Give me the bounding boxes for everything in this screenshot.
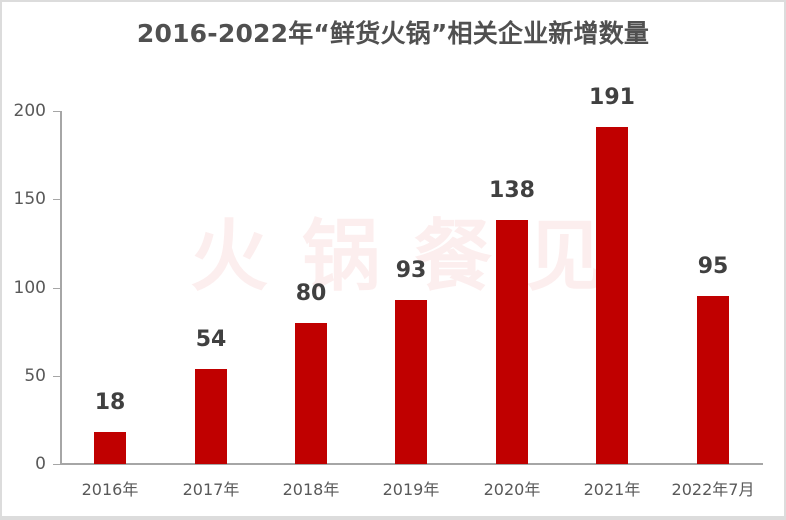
y-tick bbox=[53, 376, 61, 377]
y-tick-label: 100 bbox=[13, 278, 46, 298]
bar-value-label: 18 bbox=[94, 390, 126, 415]
y-tick-label: 200 bbox=[13, 101, 46, 121]
y-tick bbox=[53, 199, 61, 200]
bar-value-label: 138 bbox=[489, 178, 535, 203]
x-category-label: 2020年 bbox=[483, 480, 541, 499]
y-tick-label: 0 bbox=[35, 454, 46, 474]
y-tick bbox=[53, 111, 61, 112]
y-tick bbox=[53, 464, 61, 465]
watermark: 火锅餐见 bbox=[190, 212, 639, 302]
bar-value-label: 54 bbox=[195, 327, 227, 352]
bar-value-label: 93 bbox=[395, 258, 427, 283]
x-category-label: 2017年 bbox=[182, 480, 240, 499]
chart-title: 2016-2022年“鲜货火锅”相关企业新增数量 bbox=[136, 19, 650, 48]
y-tick-label: 150 bbox=[13, 189, 46, 209]
bar bbox=[496, 220, 528, 464]
bar-value-label: 80 bbox=[295, 281, 327, 306]
y-tick-label: 50 bbox=[24, 366, 46, 386]
x-category-label: 2021年 bbox=[583, 480, 641, 499]
bar bbox=[295, 323, 327, 464]
y-axis-line bbox=[60, 111, 62, 465]
bar-value-label: 95 bbox=[697, 254, 729, 279]
x-axis-line bbox=[60, 463, 763, 465]
bar-value-label: 191 bbox=[589, 85, 635, 110]
x-category-label: 2018年 bbox=[282, 480, 340, 499]
y-tick bbox=[53, 288, 61, 289]
bar bbox=[596, 127, 628, 464]
bar bbox=[94, 432, 126, 464]
bar bbox=[697, 296, 729, 464]
x-category-label: 2016年 bbox=[81, 480, 139, 499]
bar bbox=[195, 369, 227, 464]
bar bbox=[395, 300, 427, 464]
x-category-label: 2019年 bbox=[382, 480, 440, 499]
x-category-label: 2022年7月 bbox=[671, 480, 755, 499]
